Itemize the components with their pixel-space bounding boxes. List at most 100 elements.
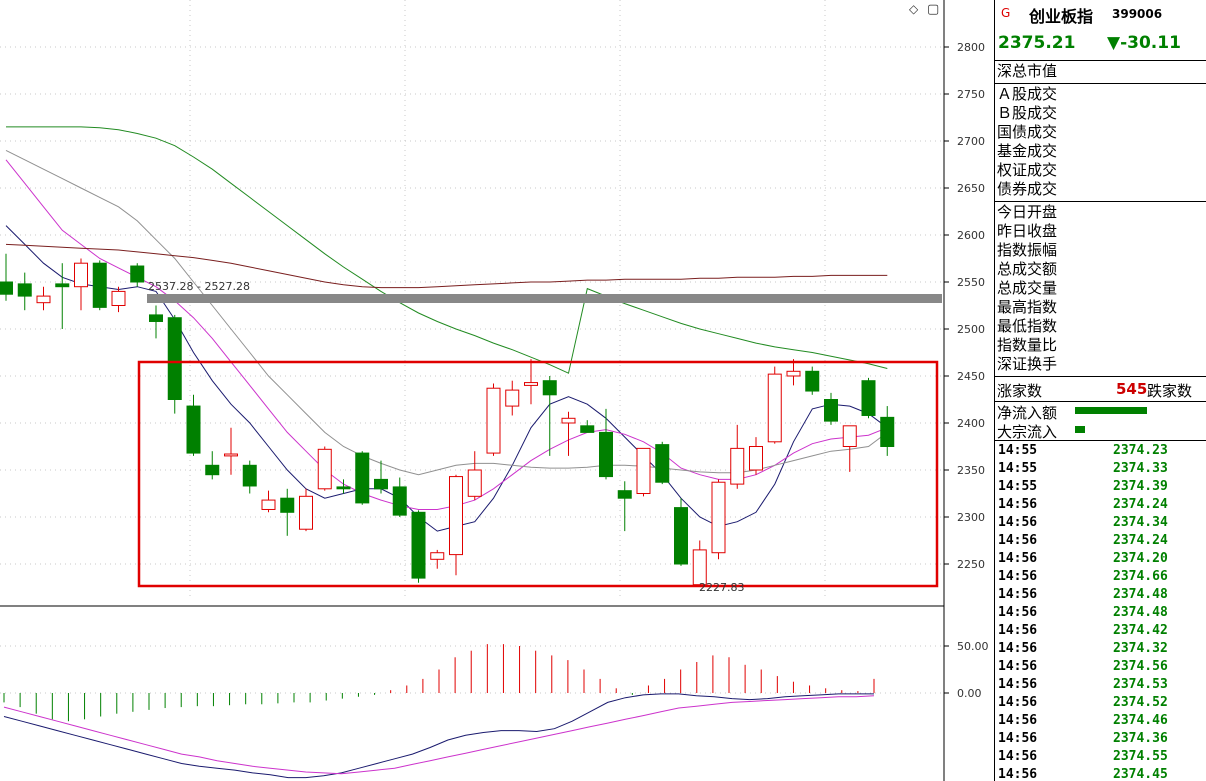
tick-price: 2374.20 — [1113, 551, 1168, 566]
tick-price: 2374.24 — [1113, 497, 1168, 512]
candlesticks — [0, 253, 895, 586]
tick-row: 14:55 2374.23 — [995, 442, 1206, 460]
price-tick-label: 2550 — [957, 276, 985, 289]
tick-row: 14:56 2374.34 — [995, 514, 1206, 532]
price-tick-label: 2650 — [957, 182, 985, 195]
candle-up — [486, 387, 501, 454]
candle-up — [449, 476, 463, 556]
candle-down — [355, 452, 370, 504]
tick-price: 2374.23 — [1113, 443, 1168, 458]
kline-chart[interactable]: 2537.28 - 2527.28 2227.83 2250 2300 2350 24… — [0, 0, 994, 781]
advance-decline-row: 涨家数 545 跌家数 — [995, 377, 1206, 402]
tick-row: 14:56 2374.55 — [995, 748, 1206, 766]
tick-row: 14:56 2374.45 — [995, 766, 1206, 781]
candle-up — [317, 448, 332, 490]
candle-down — [599, 431, 613, 478]
stat-label: 债券成交 — [997, 180, 1058, 198]
price-tick-label: 2600 — [957, 229, 985, 242]
candle-up — [767, 373, 782, 443]
tick-price: 2374.32 — [1113, 641, 1168, 656]
last-price: 2375.21 — [998, 33, 1076, 53]
candle-down — [55, 283, 70, 288]
advance-label: 涨家数 — [997, 382, 1043, 400]
price-tick-label: 2300 — [957, 511, 985, 524]
candle-down — [674, 507, 688, 565]
stats-section: Ａ股成交 Ｂ股成交 国债成交 基金成交 权证成交 债券成交 — [995, 84, 1206, 202]
window-box-icon[interactable]: ▢ — [927, 2, 939, 17]
index-name: 创业板指 — [1029, 7, 1094, 26]
tick-row: 14:56 2374.24 — [995, 496, 1206, 514]
stat-label: Ａ股成交 — [997, 85, 1058, 103]
ma-line — [6, 126, 888, 374]
candle-up — [430, 552, 445, 560]
price-tick-label: 2750 — [957, 88, 985, 101]
candle-down — [392, 486, 407, 516]
macd-tick-label: 0.00 — [957, 687, 982, 700]
stat-label: 深证换手 — [997, 355, 1058, 373]
stat-label: Ｂ股成交 — [997, 104, 1058, 122]
net-inflow-bar — [1075, 407, 1147, 414]
tick-time: 14:56 — [998, 677, 1038, 692]
tick-row: 14:56 2374.46 — [995, 712, 1206, 730]
tick-row: 14:56 2374.36 — [995, 730, 1206, 748]
tick-row: 14:56 2374.52 — [995, 694, 1206, 712]
diamond-icon[interactable]: ◇ — [909, 2, 919, 16]
low-price-label: 2227.83 — [699, 581, 745, 594]
candle-up — [561, 417, 576, 424]
price-axis: 2250 2300 2350 2400 2450 2500 2550 2600 2650 2700… — [0, 0, 985, 781]
highlight-box — [137, 360, 939, 588]
stat-label: 最高指数 — [997, 298, 1058, 316]
candle-up — [467, 469, 482, 497]
tick-row: 14:56 2374.32 — [995, 640, 1206, 658]
candle-down — [374, 478, 388, 490]
high-range-label: 2537.28 - 2527.28 — [148, 280, 250, 293]
tick-row: 14:55 2374.39 — [995, 478, 1206, 496]
tick-list[interactable]: 14:55 2374.23 14:55 2374.33 14:55 2374.39 14:5… — [995, 441, 1206, 781]
price-tick-label: 2500 — [957, 323, 985, 336]
tick-price: 2374.56 — [1113, 659, 1168, 674]
price-change: ▼-30.11 — [1107, 33, 1181, 53]
tick-row: 14:56 2374.48 — [995, 586, 1206, 604]
ma-line — [5, 225, 888, 532]
candle-down — [149, 314, 163, 322]
macd-panel: 50.00 0.00 — [0, 640, 989, 779]
stats-section: 深总市值 — [995, 61, 1206, 84]
candle-down — [824, 399, 838, 422]
candle-down — [655, 444, 670, 483]
tick-price: 2374.42 — [1113, 623, 1168, 638]
tick-price: 2374.45 — [1113, 767, 1168, 781]
candle-up — [36, 295, 51, 304]
tick-time: 14:56 — [998, 731, 1038, 746]
tick-price: 2374.48 — [1113, 587, 1168, 602]
stat-label: 昨日收盘 — [997, 222, 1058, 240]
tick-time: 14:56 — [998, 623, 1038, 638]
stat-label: 权证成交 — [997, 161, 1058, 179]
stats-sections: 深总市值 Ａ股成交 Ｂ股成交 国债成交 基金成交 权证成交 债券成交 今日开盘 昨日收盘 指数振幅… — [995, 61, 1206, 377]
quote-header: G 创业板指 399006 — [995, 0, 1206, 29]
tick-row: 14:56 2374.42 — [995, 622, 1206, 640]
price-band-marker — [147, 294, 942, 303]
candle-down — [411, 511, 426, 579]
tick-price: 2374.24 — [1113, 533, 1168, 548]
ma-line — [5, 243, 888, 289]
candle-down — [167, 317, 182, 400]
candle-down — [805, 370, 820, 392]
candle-down — [0, 281, 13, 295]
candle-down — [92, 262, 107, 308]
candle-up — [505, 389, 520, 407]
candle-up — [74, 262, 88, 288]
tick-time: 14:56 — [998, 533, 1038, 548]
price-tick-label: 2400 — [957, 417, 985, 430]
tick-row: 14:56 2374.20 — [995, 550, 1206, 568]
stat-label: 今日开盘 — [997, 203, 1058, 221]
candle-up — [692, 549, 707, 586]
candle-down — [242, 464, 257, 487]
candle-up — [730, 447, 745, 485]
signal-line — [3, 695, 875, 775]
candle-up — [524, 382, 538, 386]
decline-label: 跌家数 — [1147, 382, 1193, 400]
tick-time: 14:55 — [998, 443, 1038, 458]
macd-line — [3, 693, 874, 779]
tick-price: 2374.55 — [1113, 749, 1168, 764]
tick-time: 14:56 — [998, 515, 1038, 530]
